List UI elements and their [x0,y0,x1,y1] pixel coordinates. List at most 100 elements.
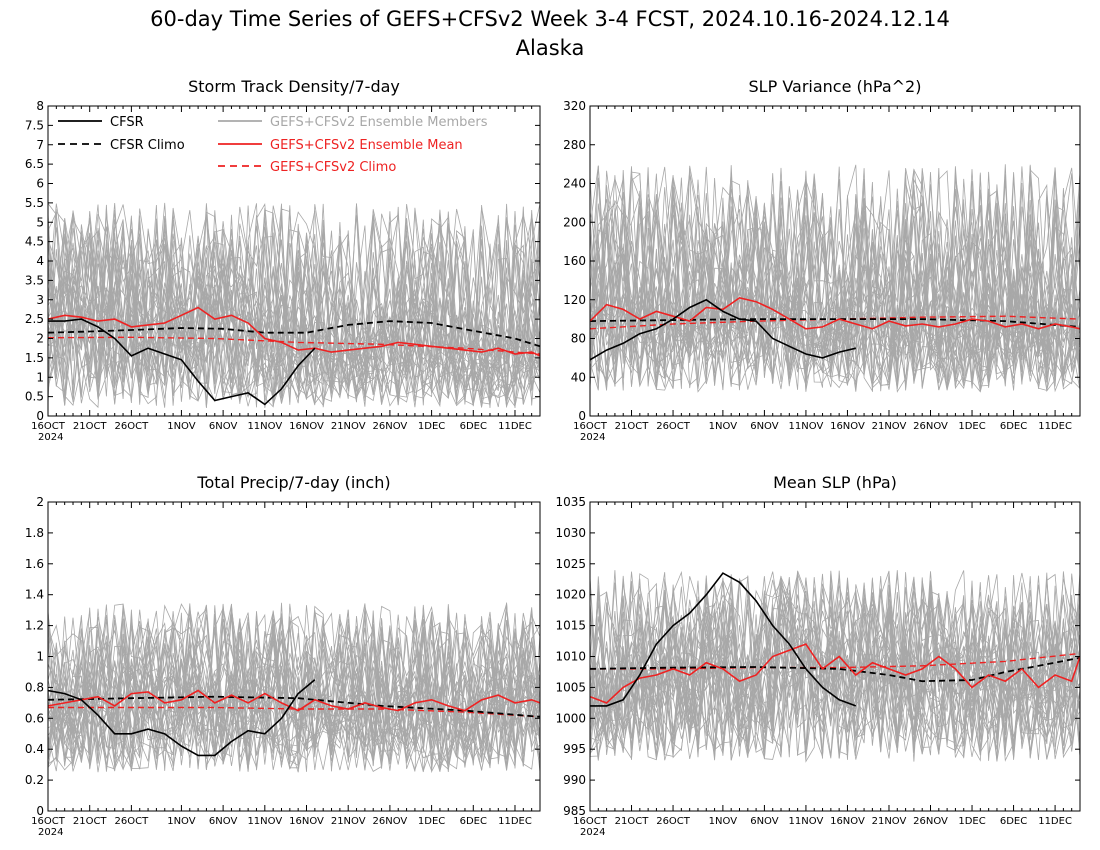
y-tick-label: 1005 [555,680,586,694]
x-tick-label: 21OCT [615,816,650,827]
series-gefs-cfsv2-climo [48,706,540,718]
y-tick-label: 40 [571,370,586,384]
x-tick-label: 16OCT [31,421,66,432]
ensemble-member-line [48,603,540,768]
legend-label: CFSR [110,115,144,130]
y-tick-label: 1.8 [25,526,44,540]
panel-title: SLP Variance (hPa^2) [749,77,922,96]
ensemble-member-line [590,570,1080,761]
ensemble-member-line [590,166,1080,387]
ensemble-member-line [48,213,540,407]
ensemble-members [590,570,1080,763]
panels: Storm Track Density/7-day 0 0.5 1 1.5 2 2.5 3 3.… [25,77,1081,838]
y-tick-label: 4.5 [25,235,44,249]
series-gefs-cfsv2-climo [48,336,540,355]
y-tick-label: 990 [563,773,586,787]
x-tick-label: 21NOV [872,421,907,432]
ensemble-member-line [590,172,1080,390]
x-tick-label: 1DEC [958,816,985,827]
ensemble-member-line [48,606,540,772]
figure-subtitle: Alaska [516,36,585,60]
x-tick-label: 6DEC [1000,816,1027,827]
y-tick-label: 0.4 [25,742,44,756]
series-gefs-cfsv2-ensemble-mean [48,689,540,712]
y-tick-label: 240 [563,177,586,191]
x-tick-label: 1NOV [167,816,196,827]
y-tick-label: 80 [571,332,586,346]
ensemble-members [590,164,1080,393]
panel-title: Mean SLP (hPa) [773,473,897,492]
ensemble-member-line [48,603,540,771]
ensemble-member-line [48,611,540,772]
x-tick-label: 11NOV [247,421,282,432]
series-cfsr-climo [590,656,1080,683]
ensemble-members [48,202,540,409]
x-tick-label: 11NOV [789,816,824,827]
figure-title: 60-day Time Series of GEFS+CFSv2 Week 3-… [150,7,950,31]
x-tick-label: 16NOV [289,421,324,432]
series-cfsr [48,679,316,757]
x-year-label: 2024 [38,432,63,443]
y-tick-label: 200 [563,215,586,229]
y-tick-label: 1035 [555,495,586,509]
y-tick-label: 1010 [555,650,586,664]
y-tick-label: 1.4 [25,588,44,602]
ensemble-member-line [590,574,1080,760]
x-tick-label: 1NOV [709,421,738,432]
legend-label: GEFS+CFSv2 Climo [270,160,396,175]
ensemble-member-line [48,205,540,406]
ensemble-member-line [48,208,540,408]
x-tick-label: 6DEC [460,816,487,827]
legend-label: GEFS+CFSv2 Ensemble Mean [270,138,463,153]
ensemble-member-line [590,576,1080,759]
y-tick-label: 1020 [555,588,586,602]
y-tick-label: 2 [36,495,44,509]
y-tick-label: 8 [36,99,44,113]
y-tick-label: 1025 [555,557,586,571]
legend: CFSR CFSR Climo GEFS+CFSv2 Ensemble Member… [58,115,488,175]
y-tick-label: 5.5 [25,196,44,210]
series-gefs-cfsv2-ensemble-mean [590,643,1080,704]
y-tick-label: 1 [36,650,44,664]
x-tick-label: 1NOV [709,816,738,827]
y-tick-label: 3.5 [25,273,44,287]
x-tick-label: 26OCT [115,421,150,432]
x-tick-label: 16NOV [830,421,865,432]
y-tick-label: 120 [563,293,586,307]
y-tick-label: 1030 [555,526,586,540]
series-gefs-cfsv2-climo [590,315,1080,330]
panel-2: SLP Variance (hPa^2) 0 40 80 120 160 200 240 280… [563,77,1081,443]
series-cfsr-climo [48,320,540,348]
y-tick-label: 1000 [555,711,586,725]
y-tick-label: 1.2 [25,619,44,633]
ensemble-member-line [590,173,1080,390]
ensemble-member-line [590,578,1080,759]
x-tick-label: 11DEC [498,816,532,827]
y-tick-label: 7 [36,138,44,152]
x-tick-label: 6DEC [460,421,487,432]
series-cfsr [48,318,316,406]
panel-3: Total Precip/7-day (inch)00.20.40.60.811… [25,473,541,838]
x-year-label: 2024 [580,432,605,443]
ensemble-member-line [48,211,540,407]
x-tick-label: 26NOV [373,816,408,827]
x-tick-label: 11DEC [1038,816,1072,827]
x-year-label: 2024 [38,827,63,838]
y-tick-label: 1 [36,370,44,384]
ensemble-member-line [48,211,540,405]
ensemble-member-line [48,204,540,402]
ensemble-member-line [48,602,540,774]
panel-4: Mean SLP (hPa) 985 990 995 1000 1005 1010 1015 1… [555,473,1081,838]
x-tick-label: 1DEC [418,421,445,432]
ensemble-member-line [48,203,540,408]
y-tick-label: 6 [36,177,44,191]
y-tick-label: 0.5 [25,390,44,404]
panel-title: Storm Track Density/7-day [188,77,400,96]
y-tick-label: 5 [36,215,44,229]
y-tick-label: 995 [563,742,586,756]
x-tick-label: 6NOV [750,421,779,432]
series-cfsr-climo [48,695,540,718]
x-tick-label: 1NOV [167,421,196,432]
ensemble-member-line [590,165,1080,393]
